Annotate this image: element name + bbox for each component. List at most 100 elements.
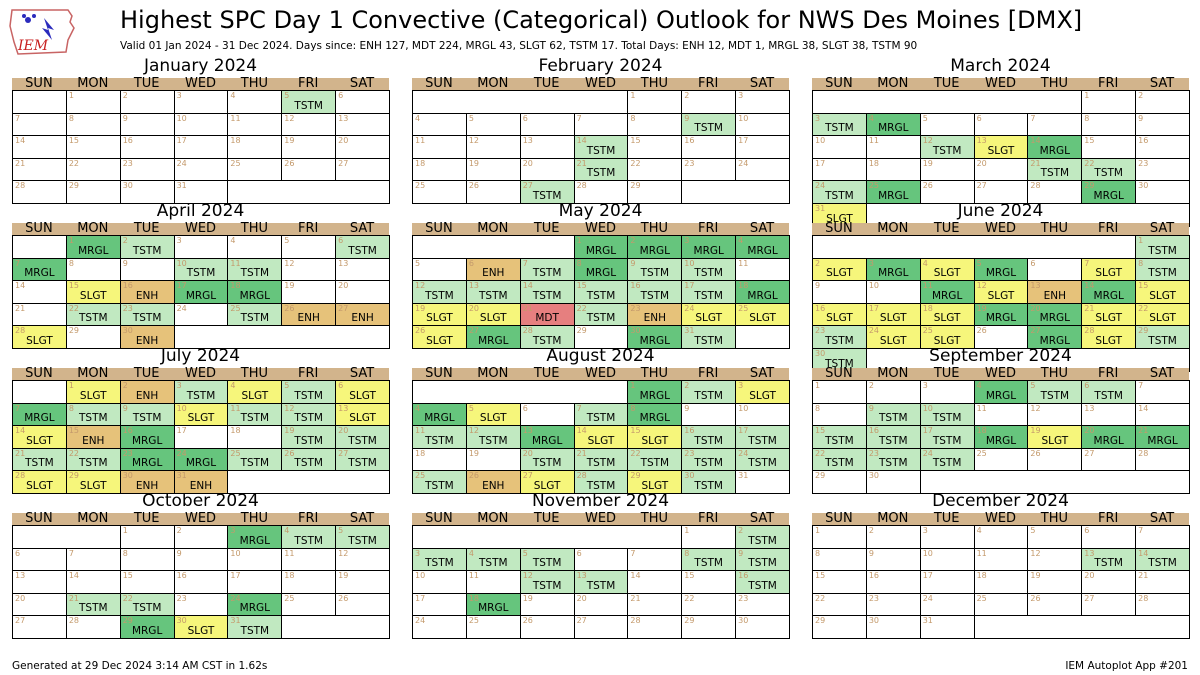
outlook-category: SLGT: [349, 412, 376, 425]
day-cell: 31: [735, 470, 790, 494]
day-cell: 15: [627, 135, 683, 159]
outlook-category: MRGL: [24, 412, 55, 425]
day-number: 22: [1138, 303, 1149, 313]
weekday-label: MON: [877, 511, 909, 526]
day-cell: 6: [519, 402, 575, 427]
day-cell: 23 TSTM: [865, 447, 921, 472]
day-number: 28: [522, 326, 533, 336]
day-cell: 26: [1027, 447, 1083, 472]
day-cell: 3: [173, 90, 229, 114]
weekday-label: SAT: [749, 221, 775, 236]
outlook-category: TSTM: [748, 579, 777, 592]
day-number: 9: [738, 548, 744, 558]
day-cell: 9 TSTM: [627, 257, 683, 282]
day-number: 15: [815, 571, 826, 581]
day-cell: 22 TSTM: [65, 447, 121, 472]
day-number: 6: [976, 113, 982, 123]
day-cell: 19: [281, 280, 337, 304]
day-cell: 3 TSTM: [173, 380, 229, 404]
day-cell: 3 MRGL: [227, 525, 283, 549]
day-number: 1: [68, 381, 74, 390]
day-cell: 16 TSTM: [865, 425, 921, 449]
day-number: 10: [415, 571, 426, 581]
day-cell: 18: [281, 570, 337, 594]
day-number: 18: [230, 281, 241, 291]
day-number: 20: [338, 136, 349, 146]
day-number: 28: [1138, 593, 1149, 603]
day-number: 7: [15, 258, 21, 268]
day-number: 27: [1084, 593, 1095, 603]
outlook-category: MRGL: [878, 122, 909, 135]
day-number: 24: [738, 158, 749, 168]
day-cell: 2: [865, 380, 921, 404]
day-cell: 28: [1135, 447, 1190, 472]
weekday-header: SUN MON TUE WED THU FRI SAT: [412, 367, 789, 380]
day-cell: 29: [681, 615, 737, 639]
day-number: 29: [684, 616, 695, 626]
day-cell: 3: [735, 90, 790, 114]
day-cell: 10: [735, 112, 790, 137]
day-number: 27: [976, 181, 987, 191]
outlook-category: TSTM: [694, 289, 723, 302]
day-number: 5: [1030, 526, 1036, 535]
day-cell: 28: [627, 615, 683, 639]
weekday-label: SAT: [349, 511, 375, 526]
outlook-category: SLGT: [987, 289, 1015, 302]
day-number: 18: [230, 136, 241, 146]
day-cell: 6: [519, 112, 575, 137]
day-number: 28: [1138, 448, 1149, 458]
day-number: 13: [976, 136, 987, 146]
weekday-label: WED: [184, 511, 217, 526]
outlook-category: TSTM: [1148, 267, 1177, 280]
day-number: 19: [522, 593, 533, 603]
day-cell: 5 TSTM: [281, 380, 337, 404]
day-number: 11: [415, 136, 426, 146]
outlook-category: TSTM: [348, 244, 377, 257]
day-cell: 30 ENH: [119, 325, 175, 349]
day-number: 12: [1030, 548, 1041, 558]
outlook-category: TSTM: [694, 434, 723, 447]
day-cell: 28 TSTM: [519, 325, 575, 349]
day-cell: 29: [65, 325, 121, 349]
day-cell: 4 MRGL: [973, 380, 1029, 404]
outlook-category: SLGT: [826, 267, 853, 280]
day-cell: 14: [627, 570, 683, 594]
day-cell: 11: [465, 570, 521, 594]
day-number: 6: [522, 113, 528, 123]
outlook-category: SLGT: [426, 334, 453, 347]
day-number: 31: [738, 471, 749, 481]
day-number: 13: [468, 281, 480, 291]
day-number: 26: [976, 326, 987, 336]
day-cell: 13: [12, 570, 67, 594]
day-number: 15: [1084, 136, 1095, 146]
weekday-label: THU: [1040, 221, 1068, 236]
outlook-category: TSTM: [586, 312, 616, 325]
day-number: 14: [1030, 136, 1041, 146]
day-number: 24: [176, 448, 187, 458]
day-cell: 17: [227, 570, 283, 594]
outlook-category: ENH: [135, 289, 159, 302]
outlook-category: TSTM: [1040, 167, 1070, 180]
outlook-category: SLGT: [695, 312, 723, 325]
day-cell: 19: [919, 157, 975, 182]
day-cell: 7 TSTM: [573, 402, 629, 427]
day-number: 12: [976, 281, 987, 291]
day-number: 6: [1084, 381, 1090, 390]
day-number: 19: [284, 426, 295, 436]
day-number: 2: [1138, 91, 1144, 100]
weekday-label: MON: [77, 76, 109, 91]
day-number: 10: [922, 548, 933, 558]
outlook-category: TSTM: [294, 389, 323, 402]
day-cell: 16 ENH: [119, 280, 175, 304]
outlook-category: TSTM: [532, 189, 562, 202]
month-title: June 2024: [957, 201, 1044, 221]
day-cell: 18: [227, 135, 283, 159]
day-number: 29: [815, 616, 826, 626]
day-cell: 17 SLGT: [865, 302, 921, 327]
day-number: 29: [68, 471, 80, 481]
day-number: 24: [684, 303, 695, 313]
weekday-label: SUN: [825, 511, 853, 526]
day-number: 15: [68, 281, 80, 291]
outlook-category: ENH: [351, 312, 374, 325]
day-number: 14: [1084, 281, 1095, 291]
